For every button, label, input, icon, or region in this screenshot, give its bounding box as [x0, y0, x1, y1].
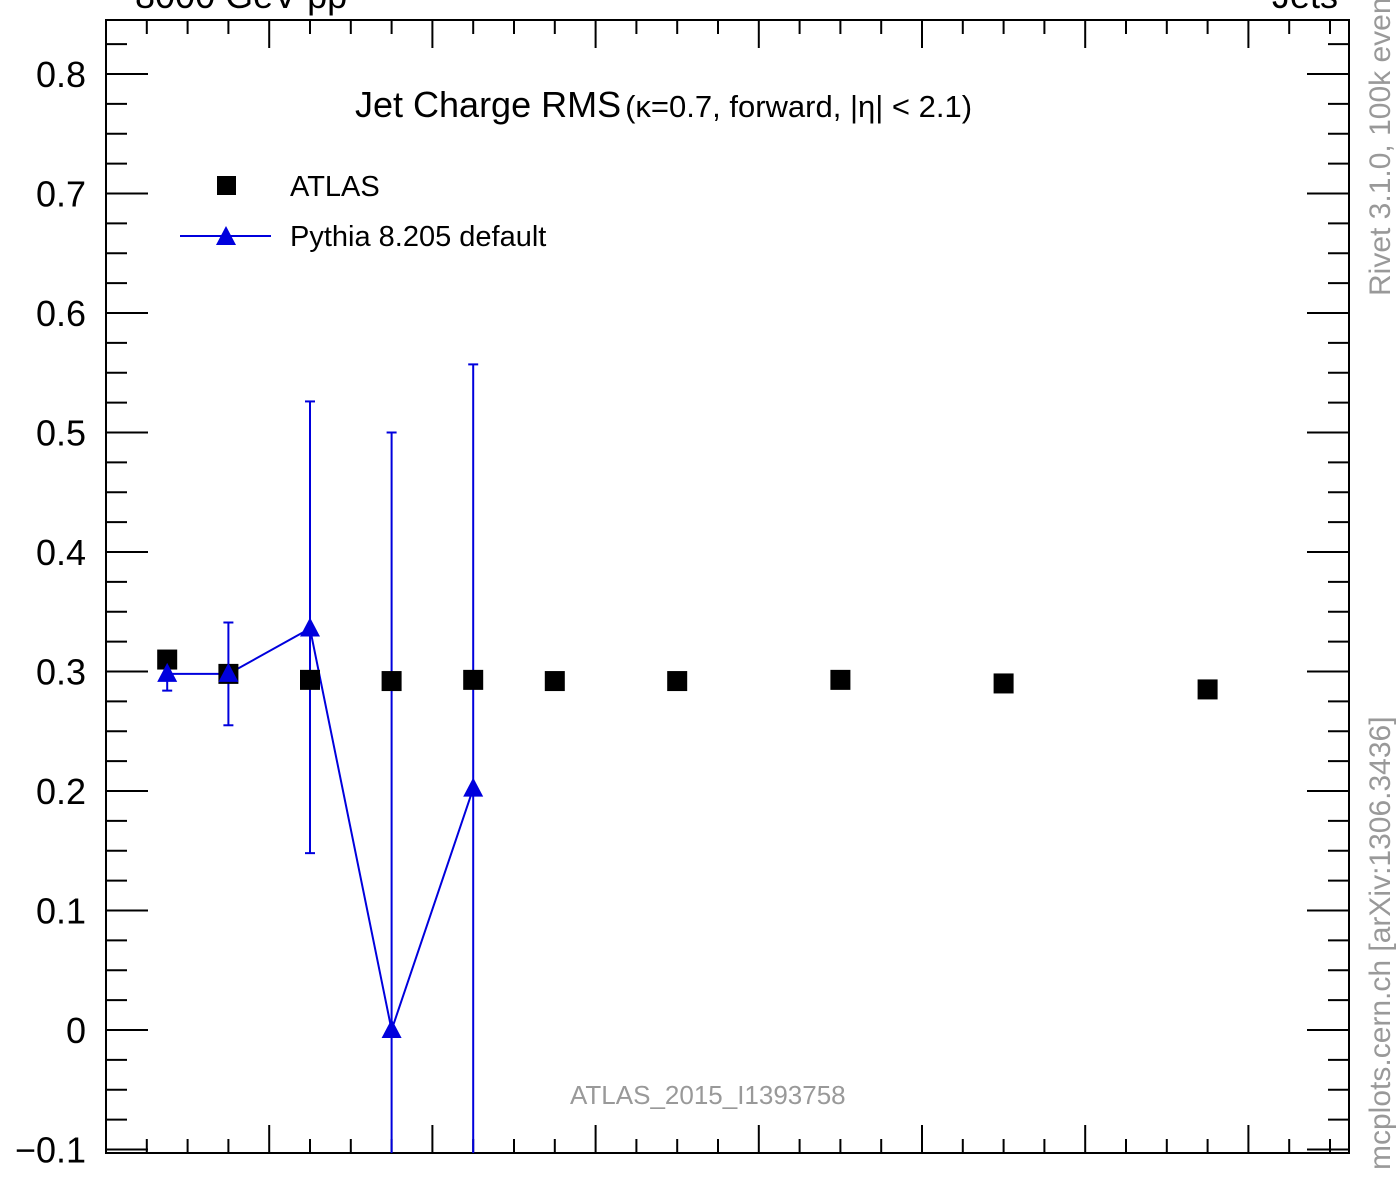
analysis-watermark: ATLAS_2015_I1393758	[570, 1080, 846, 1110]
chart-marks	[157, 363, 1218, 1153]
atlas-data-point	[830, 669, 851, 690]
atlas-data-point	[463, 669, 484, 690]
atlas-data-point	[157, 649, 178, 670]
y-tick-label: −0.1	[15, 1130, 86, 1171]
y-tick-label: 0.4	[36, 532, 86, 573]
legend-atlas-marker	[217, 176, 236, 195]
atlas-data-point	[300, 669, 320, 690]
atlas-data-point	[1197, 679, 1218, 700]
chart-title-main: Jet Charge RMS	[355, 84, 621, 125]
header-left-text: 8000 GeV pp	[135, 0, 347, 16]
y-tick-label: 0.7	[36, 174, 86, 215]
header-right-text: Jets	[1272, 0, 1338, 16]
y-tick-label: 0	[66, 1010, 86, 1051]
y-tick-label: 0.5	[36, 413, 86, 454]
legend-pythia-label: Pythia 8.205 default	[290, 221, 546, 253]
y-tick-label: 0.8	[36, 54, 86, 95]
legend-atlas-label: ATLAS	[290, 171, 380, 203]
chart-title: Jet Charge RMS (κ=0.7, forward, |η| < 2.1…	[355, 84, 972, 125]
y-tick-label: 0.6	[36, 293, 86, 334]
plot-frame	[105, 19, 1350, 1154]
atlas-data-point	[381, 671, 402, 692]
atlas-data-point	[993, 673, 1014, 694]
y-tick-label: 0.3	[36, 652, 86, 693]
side-label-rivet: Rivet 3.1.0, 100k events	[1364, 0, 1397, 296]
atlas-data-point	[544, 671, 565, 692]
pythia-data-point	[218, 662, 239, 682]
y-tick-label: 0.2	[36, 771, 86, 812]
pythia-series-line	[167, 626, 475, 1034]
y-tick-label: 0.1	[36, 891, 86, 932]
side-label-mcplots: mcplots.cern.ch [arXiv:1306.3436]	[1364, 716, 1397, 1170]
axes: −0.1 0 0.1 0.2 0.3 0.4 0.5 0.6 0.7 0.8	[15, 20, 1349, 1171]
chart-title-suffix: (κ=0.7, forward, |η| < 2.1)	[625, 89, 972, 124]
atlas-data-point	[667, 671, 688, 692]
pythia-data-point	[381, 1019, 402, 1038]
legend-pythia-marker	[216, 226, 236, 245]
pythia-data-point	[300, 617, 320, 637]
legend: ATLAS Pythia 8.205 default	[180, 171, 546, 253]
pythia-data-point	[463, 777, 484, 797]
pythia-data-point	[157, 662, 178, 682]
